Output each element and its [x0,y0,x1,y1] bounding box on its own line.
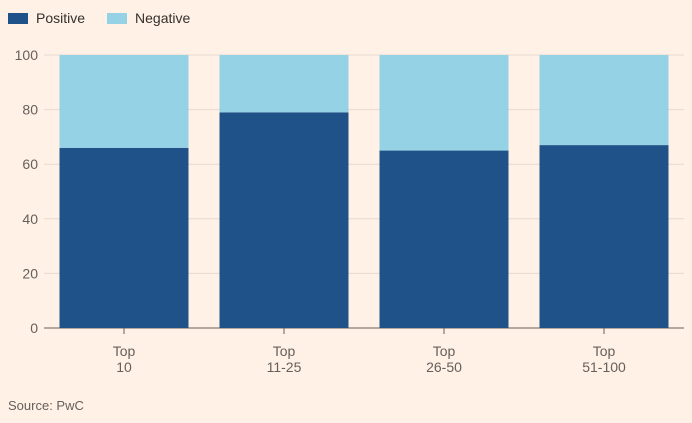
y-tick-label: 0 [30,320,38,336]
legend-swatch-positive [8,12,28,24]
y-tick-label: 100 [15,47,39,63]
bar-negative-4 [539,55,669,146]
bar-positive-4 [539,145,669,328]
bar-negative-3 [379,55,509,151]
bar-negative-2 [219,55,349,113]
legend-label-positive: Positive [36,10,86,26]
legend-label-negative: Negative [135,10,191,26]
x-tick-label: Top 10 [113,343,136,375]
y-tick-label: 20 [22,265,38,281]
y-tick-label: 80 [22,102,38,118]
y-tick-label: 60 [22,156,38,172]
y-tick-label: 40 [22,211,38,227]
bar-positive-1 [59,147,189,328]
x-tick-label: Top 26-50 [426,343,462,375]
bar-negative-1 [59,55,189,148]
bar-positive-2 [219,112,349,328]
legend-item-positive: Positive [8,10,85,26]
bar-positive-3 [379,150,509,328]
legend-item-negative: Negative [107,10,190,26]
x-tick-label: Top 51-100 [582,343,626,375]
source-note: Source: PwC [8,398,84,413]
x-tick-label: Top 11-25 [267,343,302,375]
legend: Positive Negative [8,10,212,26]
legend-swatch-negative [107,12,128,24]
